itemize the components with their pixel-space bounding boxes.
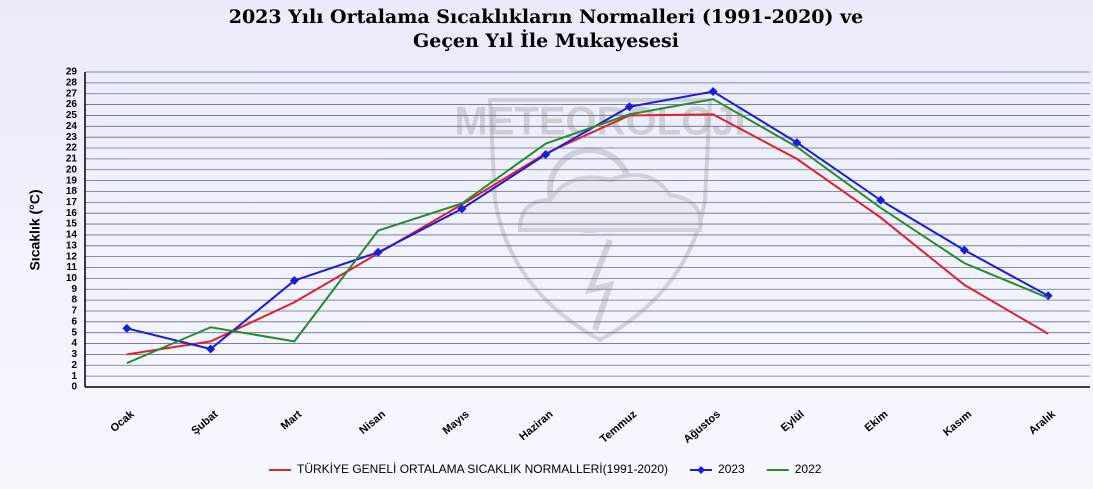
chart-title: Geçen Yıl İle Mukayesesi [413, 29, 679, 52]
y-tick-label: 13 [66, 240, 78, 251]
point [373, 247, 383, 257]
y-tick-label: 6 [71, 316, 77, 327]
y-tick-label: 15 [66, 219, 78, 230]
point [289, 276, 299, 286]
y-tick-label: 7 [71, 306, 77, 317]
y-tick-label: 16 [66, 208, 78, 219]
y-tick-label: 21 [66, 154, 78, 165]
series-line [126, 90, 1049, 351]
y-tick-label: 0 [71, 382, 77, 393]
point [206, 344, 216, 354]
y-tick-label: 9 [71, 284, 77, 295]
y-tick-label: 11 [66, 262, 77, 273]
legend-label: TÜRKİYE GENELİ ORTALAMA SICAKLIK NORMALL… [297, 462, 668, 476]
point [876, 195, 886, 205]
y-tick-label: 29 [66, 67, 78, 78]
y-tick-label: 1 [71, 371, 77, 382]
y-tick-label: 2 [71, 360, 77, 371]
legend-marker [697, 466, 706, 474]
y-tick-label: 22 [66, 143, 78, 154]
point [122, 323, 132, 333]
y-tick-label: 14 [66, 230, 78, 241]
y-tick-label: 10 [66, 273, 78, 284]
chart-title: 2023 Yılı Ortalama Sıcaklıkların Normall… [229, 6, 864, 28]
y-tick-label: 3 [71, 349, 77, 360]
point [457, 204, 467, 214]
y-tick-label: 24 [66, 121, 78, 132]
y-tick-label: 25 [66, 110, 78, 121]
point [959, 245, 969, 255]
y-tick-label: 5 [71, 327, 77, 338]
legend-label: 2023 [718, 462, 745, 476]
series-line [126, 113, 1049, 356]
point [541, 150, 551, 160]
legend-label: 2022 [795, 462, 822, 476]
y-tick-label: 17 [66, 197, 78, 208]
series-line [126, 98, 1049, 365]
y-tick-label: 28 [66, 78, 78, 89]
y-tick-label: 18 [66, 186, 78, 197]
y-tick-label: 8 [71, 295, 77, 306]
y-axis-label: Sıcaklık (°C) [27, 189, 43, 270]
y-tick-label: 23 [66, 132, 78, 143]
y-tick-label: 12 [66, 251, 78, 262]
y-tick-label: 27 [66, 88, 78, 99]
y-tick-label: 20 [66, 164, 78, 175]
y-tick-label: 4 [71, 338, 77, 349]
point [624, 102, 634, 112]
y-tick-label: 26 [66, 99, 78, 110]
watermark: METEOROLOJI [454, 100, 745, 144]
point [708, 87, 718, 97]
y-tick-label: 19 [66, 175, 78, 186]
